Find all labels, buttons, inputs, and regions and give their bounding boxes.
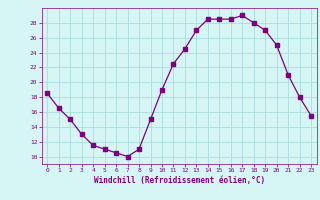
X-axis label: Windchill (Refroidissement éolien,°C): Windchill (Refroidissement éolien,°C) xyxy=(94,176,265,185)
